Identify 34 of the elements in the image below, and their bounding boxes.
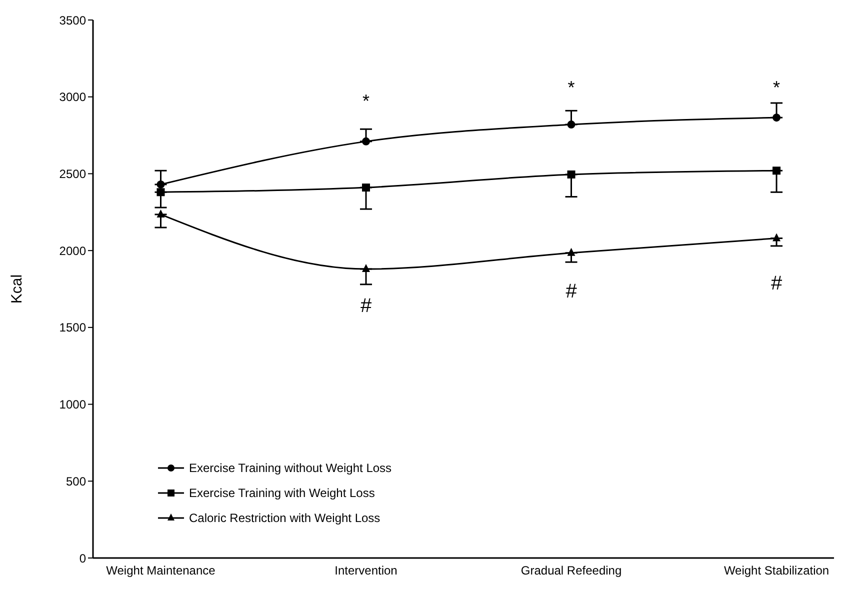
- annotation: #: [566, 280, 578, 303]
- point: [772, 166, 781, 175]
- x-tick-label: Weight Maintenance: [106, 564, 216, 578]
- legend-label: Caloric Restriction with Weight Loss: [189, 510, 380, 524]
- point: [362, 137, 370, 146]
- point: [156, 180, 165, 188]
- point: [567, 248, 576, 256]
- point: [362, 184, 370, 192]
- y-tick-label: 3000: [59, 90, 86, 104]
- y-tick-label: 2500: [59, 166, 86, 181]
- annotation: *: [568, 78, 575, 98]
- point: [567, 170, 576, 178]
- annotation: #: [360, 295, 372, 318]
- annotation: *: [362, 91, 370, 112]
- annotation: *: [773, 78, 780, 98]
- y-tick-label: 3500: [59, 13, 86, 28]
- y-tick-label: 1000: [59, 398, 86, 412]
- x-tick-label: Weight Stabilization: [724, 564, 830, 578]
- y-tick-label: 500: [66, 474, 86, 488]
- legend-label: Exercise Training without Weight Loss: [189, 460, 392, 474]
- y-tick-label: 1500: [59, 320, 86, 335]
- point: [772, 233, 781, 242]
- y-tick-label: 2000: [59, 244, 86, 258]
- annotation: #: [770, 272, 783, 295]
- point: [156, 209, 165, 218]
- x-tick-label: Intervention: [334, 564, 398, 578]
- y-axis-title: Kcal: [8, 274, 26, 304]
- x-tick-label: Gradual Refeeding: [520, 564, 622, 578]
- point: [156, 188, 165, 196]
- point: [567, 120, 576, 129]
- point: [362, 264, 370, 272]
- point: [772, 114, 781, 122]
- legend-label: Exercise Training with Weight Loss: [189, 486, 375, 500]
- y-tick-label: 0: [79, 551, 86, 566]
